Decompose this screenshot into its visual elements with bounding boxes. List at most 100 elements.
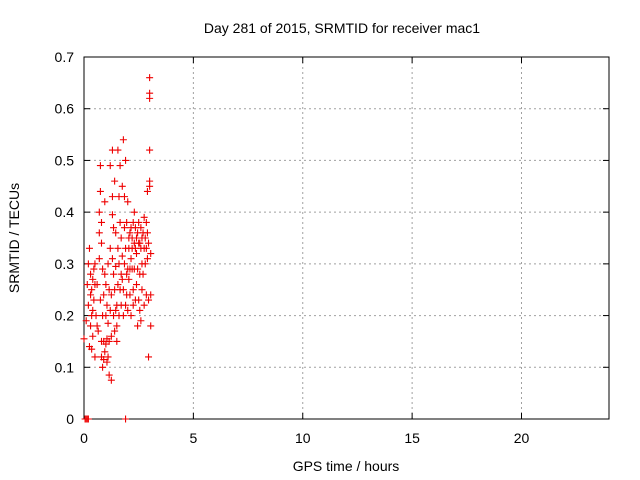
y-tick-label: 0.7 [55,49,75,65]
data-point [106,162,114,170]
data-point [126,291,134,299]
data-point [111,327,119,335]
data-point [139,270,147,278]
data-point [91,260,99,268]
data-point [89,306,97,314]
data-point [111,177,119,185]
data-point [93,281,101,289]
x-tick-label: 5 [189,430,197,446]
data-point [101,348,109,356]
data-point [93,322,101,330]
data-point [104,319,112,327]
data-point [147,291,155,299]
data-point [136,239,144,247]
data-point [119,286,127,294]
data-point [141,234,149,242]
y-tick-label: 0.5 [55,152,75,168]
data-point [135,296,143,304]
data-point [95,229,103,237]
data-point [83,281,91,289]
data-point [102,281,110,289]
y-tick-labels: 0 0.1 0.2 0.3 0.4 0.5 0.6 0.7 [55,49,75,427]
data-point [87,270,95,278]
data-point [92,312,100,320]
data-point [84,415,92,423]
data-point [118,252,126,260]
data-point [84,260,92,268]
data-point [103,358,111,366]
data-point [122,156,130,164]
data-point [126,229,134,237]
data-point [106,244,114,252]
data-point [143,255,151,263]
data-point [119,136,127,144]
y-tick-label: 0 [66,411,74,427]
data-point [108,211,116,219]
data-point [99,265,107,273]
data-point [147,250,155,258]
data-point [122,301,130,309]
data-point [119,312,127,320]
data-point [116,218,124,226]
data-point [91,353,99,361]
grid-lines [84,57,609,419]
data-point [134,265,142,273]
data-point [89,275,97,283]
data-point [101,198,109,206]
data-point [120,260,128,268]
data-point [123,218,131,226]
data-point [98,218,105,226]
data-point [105,371,113,379]
data-point [129,286,137,294]
data-point [127,312,135,320]
data-point [143,187,151,195]
data-point [89,332,97,340]
x-tick-label: 15 [404,430,420,446]
data-point [104,260,112,268]
data-point [116,162,124,170]
y-tick-label: 0.3 [55,256,75,272]
data-point [104,353,112,361]
data-point [95,255,103,263]
data-point [145,296,153,304]
data-point [100,291,108,299]
data-point [80,335,88,343]
data-point [133,250,140,258]
data-point [125,275,133,283]
data-point [124,306,132,314]
x-tick-label: 20 [514,430,530,446]
data-point [135,218,143,226]
data-point [85,244,93,252]
data-point [88,345,96,353]
y-axis-label: SRMTID / TECUs [6,183,22,293]
y-tick-label: 0.1 [55,359,75,375]
data-point [107,332,115,340]
data-point [118,275,126,283]
data-point [96,187,104,195]
data-point [137,224,145,232]
data-point [96,296,104,304]
data-point [147,322,155,330]
data-point [133,281,140,289]
data-point [137,317,145,325]
data-point [88,286,96,294]
data-point [101,270,109,278]
data-point [130,208,138,216]
data-point [146,146,154,154]
data-point [90,265,98,273]
data-point [114,281,122,289]
x-tick-label: 0 [80,430,88,446]
data-point [145,239,153,247]
data-point [142,244,150,252]
data-point [146,177,154,185]
data-point [99,363,107,371]
y-tick-label: 0.2 [55,308,75,324]
data-point [140,213,148,221]
data-point [107,291,115,299]
data-point [96,162,104,170]
data-point [134,322,142,330]
data-point [118,182,126,190]
data-point [110,224,118,232]
data-point [82,317,90,325]
